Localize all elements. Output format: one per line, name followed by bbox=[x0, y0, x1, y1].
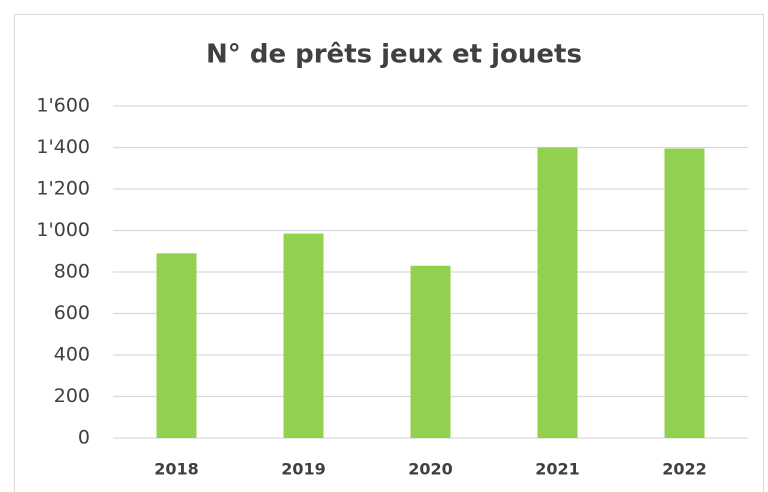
y-tick-label: 0 bbox=[78, 427, 90, 449]
x-tick-label: 2020 bbox=[408, 460, 453, 479]
y-tick-label: 600 bbox=[54, 302, 90, 324]
bar bbox=[537, 147, 578, 438]
chart-title: N° de prêts jeux et jouets bbox=[206, 40, 582, 70]
bar bbox=[664, 148, 705, 438]
y-tick-label: 1'200 bbox=[36, 178, 90, 200]
x-tick-label: 2021 bbox=[535, 460, 580, 479]
y-tick-label: 1'000 bbox=[36, 219, 90, 241]
y-tick-label: 800 bbox=[54, 261, 90, 283]
chart-border bbox=[14, 14, 764, 492]
x-tick-label: 2019 bbox=[281, 460, 326, 479]
y-tick-label: 1'400 bbox=[36, 136, 90, 158]
bar bbox=[410, 265, 451, 438]
y-tick-label: 200 bbox=[54, 385, 90, 407]
y-tick-label: 1'600 bbox=[36, 95, 90, 117]
y-tick-label: 400 bbox=[54, 344, 90, 366]
bar bbox=[156, 253, 197, 438]
x-tick-label: 2018 bbox=[154, 460, 199, 479]
bar bbox=[283, 233, 324, 438]
x-tick-label: 2022 bbox=[662, 460, 707, 479]
